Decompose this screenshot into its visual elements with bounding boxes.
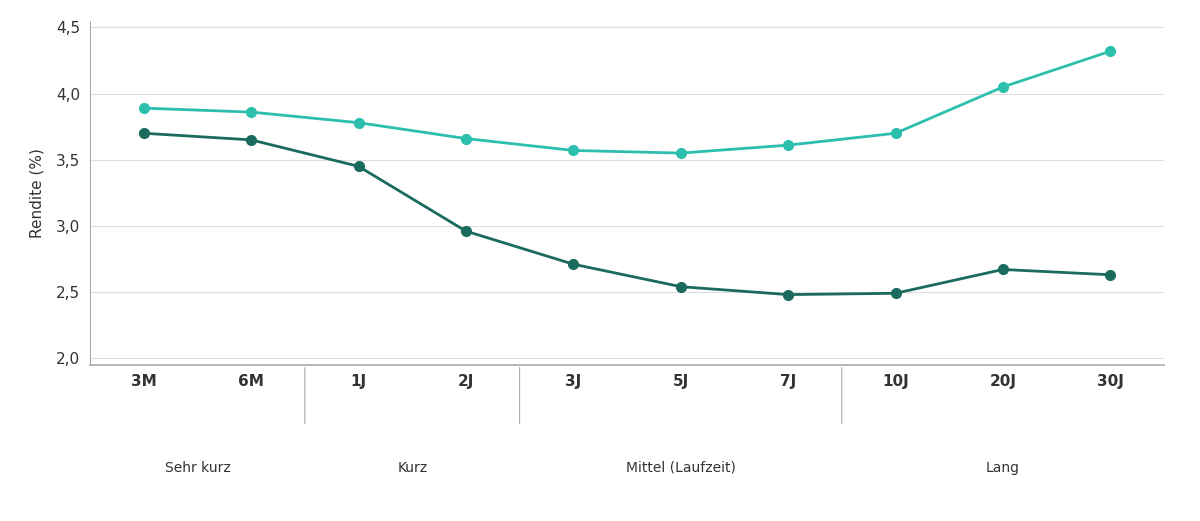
Text: Mittel (Laufzeit): Mittel (Laufzeit) — [625, 461, 736, 475]
Text: Kurz: Kurz — [397, 461, 427, 475]
Y-axis label: Rendite (%): Rendite (%) — [30, 148, 44, 238]
Text: Sehr kurz: Sehr kurz — [164, 461, 230, 475]
Text: Lang: Lang — [986, 461, 1020, 475]
